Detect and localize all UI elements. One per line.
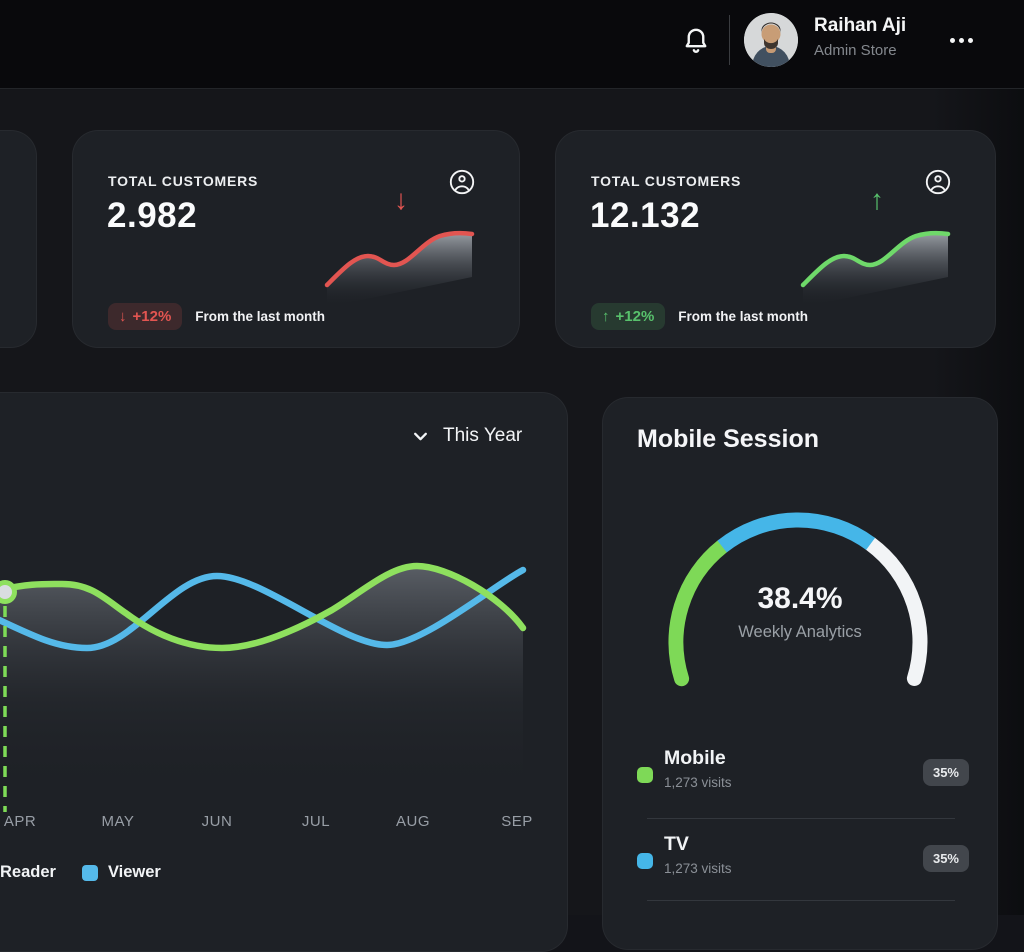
change-note: From the last month [678,309,809,324]
sparkline-chart [800,230,951,307]
bell-icon [685,28,707,53]
x-axis-label-aug: AUG [395,813,430,830]
session-label: TV [664,833,689,855]
legend-label: Viewer [107,863,161,881]
session-row-mobile: Mobile 1,273 visits 35% [637,747,969,803]
user-role: Admin Store [814,42,897,59]
more-menu-button[interactable] [946,34,977,47]
arrow-down-icon: ↓ [119,308,127,325]
viewer-swatch-icon [81,864,98,881]
stat-card-title: TOTAL CUSTOMERS [591,173,742,189]
trend-down-arrow-icon: ↓ [394,184,408,215]
legend-label: Reader [0,863,56,881]
notification-bell-button[interactable] [681,24,711,60]
stat-card-partial [0,130,37,348]
filter-label: This Year [443,425,523,446]
gauge-sublabel: Weekly Analytics [738,623,862,641]
user-circle-icon [449,169,475,195]
selected-point-marker [0,580,17,604]
gauge-center-text: 38.4% Weekly Analytics [660,582,940,642]
arrow-up-icon: ↑ [602,308,610,325]
x-axis-label-apr: APR [3,813,37,830]
reader-area-fill [0,566,523,812]
chart-legend: Reader Viewer [0,863,161,882]
stat-card-value: 12.132 [590,196,701,235]
x-axis-label-jul: JUL [301,813,331,830]
gauge-arc-remainder [863,536,928,686]
header-bar: Raihan Aji Admin Store [0,0,1024,89]
share-badge: 35% [922,845,969,872]
tv-swatch-icon [637,853,653,869]
viewer-line [0,566,527,652]
change-value: +12% [615,308,655,325]
session-label: Mobile [664,747,726,769]
legend-item-viewer[interactable]: Viewer [81,863,161,882]
card-title: Mobile Session [637,425,819,453]
year-filter-dropdown[interactable]: This Year [412,425,522,447]
avatar-photo [744,13,798,67]
stat-card-title: TOTAL CUSTOMERS [108,173,259,189]
row-divider [647,818,955,819]
stat-card-total-customers-2: TOTAL CUSTOMERS 12.132 ↑ ↑ +12% [555,130,996,348]
session-gauge [668,512,928,687]
mobile-session-card: Mobile Session 38.4% Weekly Analytics Mo… [602,397,998,950]
user-name: Raihan Aji [814,15,907,36]
change-badge-row: ↓ +12% From the last month [108,303,325,330]
change-value: +12% [132,308,172,325]
legend-item-reader[interactable]: Reader [0,863,56,882]
more-horizontal-icon [950,38,955,43]
row-divider [647,900,955,901]
sparkline-chart [324,230,475,307]
chevron-down-icon [414,432,427,440]
stat-card-value: 2.982 [107,196,198,235]
gauge-arc-tv [717,512,876,553]
change-badge-row: ↑ +12% From the last month [591,303,808,330]
x-axis-label-jun: JUN [201,813,233,830]
header-divider [729,15,730,65]
x-axis-label-sep: SEP [501,813,533,830]
session-visits: 1,273 visits [664,861,732,876]
avatar[interactable] [744,13,798,67]
gauge-arc-mobile [668,539,730,687]
line-chart [0,562,527,812]
mobile-swatch-icon [637,767,653,783]
share-badge: 35% [922,759,969,786]
session-visits: 1,273 visits [664,775,732,790]
change-badge: ↓ +12% [108,303,183,330]
reader-line [0,562,527,652]
trend-up-arrow-icon: ↑ [870,184,884,215]
user-circle-icon [925,169,951,195]
gauge-value: 38.4% [757,582,843,615]
change-note: From the last month [195,309,326,324]
session-row-tv: TV 1,273 visits 35% [637,833,969,889]
change-badge: ↑ +12% [591,303,666,330]
line-chart-card: This Year APR MAY JUN JUL AUG S [0,392,568,952]
stat-card-total-customers-1: TOTAL CUSTOMERS 2.982 ↓ ↓ +12% [72,130,520,348]
x-axis-label-may: MAY [101,813,135,830]
